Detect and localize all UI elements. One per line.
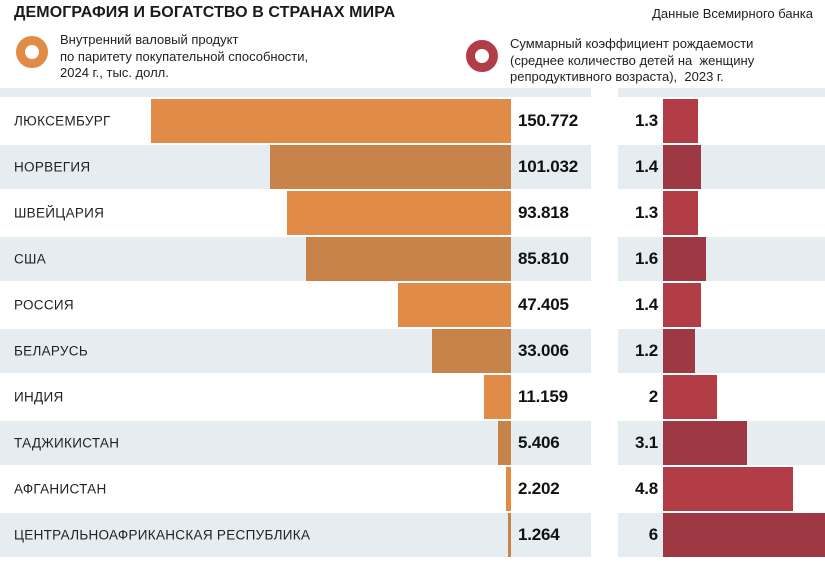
fertility-value: 1.6 xyxy=(634,249,658,268)
table-row: ЦЕНТРАЛЬНОАФРИКАНСКАЯ РЕСПУБЛИКА 1.264 6 xyxy=(0,513,825,557)
table-row: ИНДИЯ 11.159 2 xyxy=(0,375,825,419)
table-row: ЛЮКСЕМБУРГ 150.772 1.3 xyxy=(0,99,825,143)
gdp-value: 2.202 xyxy=(518,479,560,498)
country-label: ИНДИЯ xyxy=(14,389,64,405)
fertility-cell: 6 xyxy=(618,513,825,557)
fertility-bar xyxy=(663,237,707,281)
gdp-cell: ЛЮКСЕМБУРГ 150.772 xyxy=(0,99,591,143)
top-strip-left xyxy=(0,88,591,97)
country-label: АФГАНИСТАН xyxy=(14,481,107,497)
fertility-value: 1.4 xyxy=(634,295,658,314)
fertility-value: 1.3 xyxy=(634,203,658,222)
fertility-cell: 1.3 xyxy=(618,99,825,143)
gdp-value: 33.006 xyxy=(518,341,569,360)
gdp-value: 93.818 xyxy=(518,203,569,222)
gdp-cell: ЦЕНТРАЛЬНОАФРИКАНСКАЯ РЕСПУБЛИКА 1.264 xyxy=(0,513,591,557)
table-row: БЕЛАРУСЬ 33.006 1.2 xyxy=(0,329,825,373)
data-source-label: Данные Всемирного банка xyxy=(652,6,813,21)
gdp-bar xyxy=(397,283,511,327)
gdp-value: 5.406 xyxy=(518,433,560,452)
gdp-bar xyxy=(508,513,511,557)
fertility-legend-label: Суммарный коэффициент рождаемости (средн… xyxy=(510,36,755,84)
fertility-cell: 1.3 xyxy=(618,191,825,235)
fertility-bar xyxy=(663,283,701,327)
table-row: АФГАНИСТАН 2.202 4.8 xyxy=(0,467,825,511)
table-row: ТАДЖИКИСТАН 5.406 3.1 xyxy=(0,421,825,465)
fertility-cell: 2 xyxy=(618,375,825,419)
top-strip-right xyxy=(618,88,825,97)
gdp-bar xyxy=(505,467,511,511)
gdp-bar xyxy=(151,99,511,143)
fertility-cell: 1.6 xyxy=(618,237,825,281)
gdp-bar xyxy=(269,145,511,189)
country-label: ШВЕЙЦАРИЯ xyxy=(14,205,105,221)
gdp-cell: РОССИЯ 47.405 xyxy=(0,283,591,327)
fertility-value: 1.4 xyxy=(634,157,658,176)
gdp-cell: США 85.810 xyxy=(0,237,591,281)
gdp-bar xyxy=(306,237,511,281)
country-label: РОССИЯ xyxy=(14,297,74,313)
gdp-value: 1.264 xyxy=(518,525,560,544)
gdp-legend-label: Внутренний валовый продукт по паритету п… xyxy=(60,32,309,80)
gdp-cell: ТАДЖИКИСТАН 5.406 xyxy=(0,421,591,465)
gdp-value: 47.405 xyxy=(518,295,569,314)
gdp-donut-icon xyxy=(16,36,48,68)
gdp-value: 85.810 xyxy=(518,249,569,268)
fertility-bar xyxy=(663,513,825,557)
fertility-donut-icon xyxy=(466,40,498,72)
fertility-value: 2 xyxy=(648,387,658,406)
legend-fertility: Суммарный коэффициент рождаемости (средн… xyxy=(466,36,754,86)
fertility-cell: 4.8 xyxy=(618,467,825,511)
gdp-value: 101.032 xyxy=(518,157,579,176)
country-label: ТАДЖИКИСТАН xyxy=(14,435,120,451)
country-label: БЕЛАРУСЬ xyxy=(14,343,89,359)
gdp-bar xyxy=(498,421,511,465)
country-label: ЛЮКСЕМБУРГ xyxy=(14,113,111,129)
gdp-cell: ШВЕЙЦАРИЯ 93.818 xyxy=(0,191,591,235)
fertility-bar xyxy=(663,191,699,235)
legend-gdp: Внутренний валовый продукт по паритету п… xyxy=(16,32,308,82)
gdp-cell: НОРВЕГИЯ 101.032 xyxy=(0,145,591,189)
fertility-value: 4.8 xyxy=(634,479,658,498)
fertility-bar xyxy=(663,145,701,189)
page-title: ДЕМОГРАФИЯ И БОГАТСТВО В СТРАНАХ МИРА xyxy=(14,4,396,21)
fertility-bar xyxy=(663,421,747,465)
fertility-bar xyxy=(663,329,696,373)
fertility-value: 3.1 xyxy=(634,433,658,452)
fertility-bar xyxy=(663,375,717,419)
fertility-cell: 1.4 xyxy=(618,145,825,189)
country-label: США xyxy=(14,251,47,267)
gdp-cell: БЕЛАРУСЬ 33.006 xyxy=(0,329,591,373)
gdp-bar xyxy=(432,329,511,373)
gdp-value: 11.159 xyxy=(518,387,568,406)
fertility-cell: 3.1 xyxy=(618,421,825,465)
gdp-cell: АФГАНИСТАН 2.202 xyxy=(0,467,591,511)
country-label: НОРВЕГИЯ xyxy=(14,159,91,175)
gdp-bar xyxy=(287,191,511,235)
table-row: ШВЕЙЦАРИЯ 93.818 1.3 xyxy=(0,191,825,235)
gdp-bar xyxy=(484,375,511,419)
fertility-value: 1.2 xyxy=(634,341,658,360)
gdp-cell: ИНДИЯ 11.159 xyxy=(0,375,591,419)
chart-rows: ЛЮКСЕМБУРГ 150.772 1.3 НОРВЕГИЯ 101.032 1.4 ШВ… xyxy=(0,99,825,559)
fertility-bar xyxy=(663,467,793,511)
fertility-value: 1.3 xyxy=(634,111,658,130)
gdp-value: 150.772 xyxy=(518,111,579,130)
table-row: США 85.810 1.6 xyxy=(0,237,825,281)
table-row: НОРВЕГИЯ 101.032 1.4 xyxy=(0,145,825,189)
fertility-value: 6 xyxy=(648,525,658,544)
fertility-bar xyxy=(663,99,699,143)
country-label: ЦЕНТРАЛЬНОАФРИКАНСКАЯ РЕСПУБЛИКА xyxy=(14,527,311,543)
table-row: РОССИЯ 47.405 1.4 xyxy=(0,283,825,327)
fertility-cell: 1.4 xyxy=(618,283,825,327)
fertility-cell: 1.2 xyxy=(618,329,825,373)
